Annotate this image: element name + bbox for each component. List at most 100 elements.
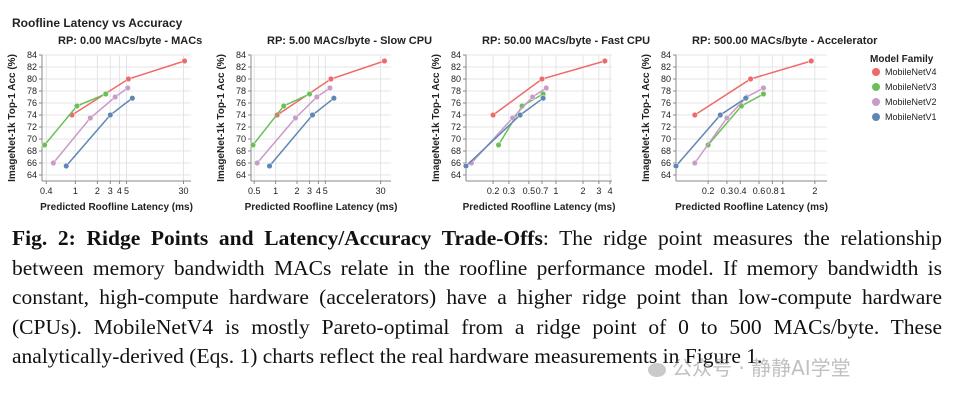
series-line [694,60,812,116]
data-point [280,102,287,110]
x-tick-label: 0.4 [40,186,53,196]
y-tick-label: 72 [451,122,461,132]
y-tick-label: 80 [236,74,246,84]
y-tick-label: 76 [236,98,246,108]
chart-title: RP: 500.00 MACs/byte - Accelerator [692,35,878,47]
y-tick-label: 64 [451,170,461,180]
legend-items: MobileNetV4 MobileNetV3 MobileNetV2 MobileN… [872,67,937,122]
watermark-text: 公众号 · 静静AI学堂 [672,356,851,380]
series-line [497,93,544,146]
data-point [747,75,754,83]
data-point [107,111,114,119]
y-tick-label: 64 [661,170,671,180]
legend-label: MobileNetV2 [885,97,937,107]
x-tick-label: 1 [273,186,278,196]
y-tick-label: 74 [236,110,246,120]
y-tick-label: 68 [236,146,246,156]
x-tick-label: 0.2 [487,186,500,196]
y-tick-label: 70 [236,134,246,144]
data-point [112,93,119,101]
y-tick-label: 80 [451,74,461,84]
x-tick-label: 2 [581,186,586,196]
x-tick-label: 0.5 [523,186,536,196]
data-point [601,57,608,65]
data-point [292,114,299,122]
y-tick-label: 80 [661,74,671,84]
data-point [306,90,313,98]
series-line [465,97,544,167]
y-tick-label: 68 [27,146,37,156]
x-tick-label: 2 [295,186,300,196]
x-tick-label: 4 [316,186,321,196]
x-tick-label: 4 [608,186,613,196]
wechat-icon [648,362,666,377]
y-tick-label: 78 [451,86,461,96]
y-tick-label: 84 [236,50,246,60]
y-tick-label: 82 [661,62,671,72]
x-tick-label: 3 [596,186,601,196]
y-tick-label: 82 [27,62,37,72]
y-tick-label: 78 [27,86,37,96]
legend-label: MobileNetV3 [885,82,937,92]
data-point [717,111,724,119]
data-point [125,75,132,83]
x-tick-label: 30 [376,186,386,196]
data-point [181,57,188,65]
data-point [760,84,767,92]
caption-body: : The ridge point measures the relations… [12,226,942,368]
y-tick-label: 68 [451,146,461,156]
y-tick-label: 72 [27,122,37,132]
y-tick-label: 66 [661,158,671,168]
x-tick-label: 2 [812,186,817,196]
data-point [50,159,57,167]
data-point [540,95,547,102]
x-tick-label: 4 [117,186,122,196]
data-point [63,162,70,170]
y-tick-label: 82 [236,62,246,72]
x-tick-label: 1 [553,186,558,196]
data-point [124,84,131,92]
charts-layer: RP: 0.00 MACs/byte - MACs 64 66 68 70 72 74 76 7… [7,35,878,213]
x-tick-label: 5 [124,186,129,196]
data-point [73,102,80,110]
x-tick-label: 0.7 [536,186,549,196]
data-point [672,162,680,170]
y-tick-label: 84 [451,50,461,60]
y-tick-label: 66 [236,158,246,168]
y-tick-label: 84 [27,50,37,60]
y-tick-label: 78 [661,86,671,96]
data-point [102,90,109,98]
y-tick-label: 76 [661,98,671,108]
data-point [266,162,273,170]
watermark: 公众号 · 静静AI学堂 [648,352,851,381]
chart-title: RP: 50.00 MACs/byte - Fast CPU [482,35,650,47]
data-point [543,84,550,92]
x-tick-label: 2 [95,186,100,196]
data-point [538,75,546,83]
y-tick-label: 66 [27,158,37,168]
y-tick-label: 66 [451,158,461,168]
y-tick-label: 70 [661,134,671,144]
series-line [256,87,331,164]
y-tick-label: 74 [27,110,37,120]
x-tick-label: 0.3 [721,186,734,196]
y-tick-label: 82 [451,62,461,72]
data-point [462,162,470,170]
x-tick-label: 0.4 [734,186,747,196]
y-tick-label: 84 [661,50,671,60]
series-line [694,87,764,164]
legend-swatch [872,83,880,91]
series-line [268,97,335,167]
data-point [129,95,136,102]
data-point [313,93,320,101]
series-line [252,93,310,146]
figure-canvas: Roofline Latency vs Accuracy RP: 0.00 MA… [7,16,937,213]
chart-title: RP: 0.00 MACs/byte - MACs [58,35,202,47]
data-point [381,57,388,65]
data-point [87,114,94,122]
y-tick-label: 74 [661,110,671,120]
data-point [330,95,337,102]
data-point [742,95,749,102]
legend-swatch [872,68,880,76]
data-point [691,111,698,119]
